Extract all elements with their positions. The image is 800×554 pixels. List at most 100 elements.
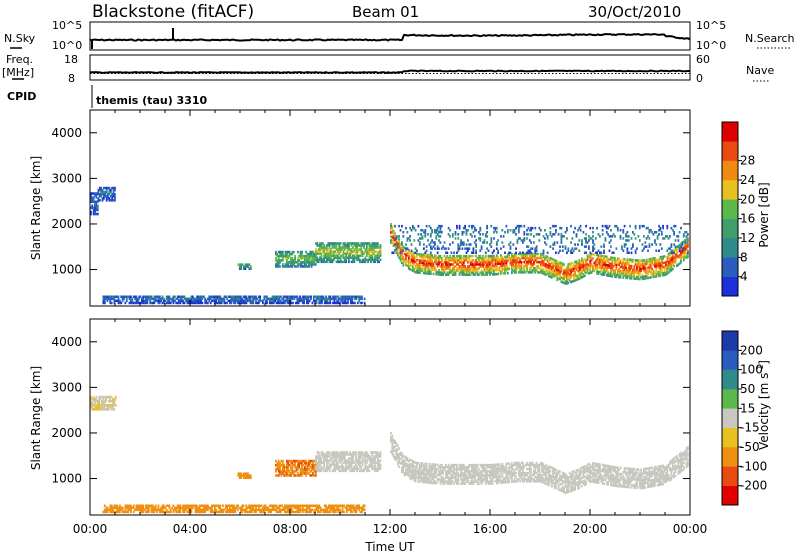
power-echo-cell: [500, 260, 502, 263]
power-echo-cell: [680, 245, 682, 248]
power-echo-cell: [360, 242, 363, 245]
power-echo-cell: [295, 301, 297, 305]
power-echo-cell: [350, 256, 353, 259]
velocity-echo-cell: [112, 404, 114, 407]
velocity-echo-cell: [450, 476, 453, 479]
power-echo-cell: [614, 275, 616, 278]
velocity-echo-cell: [403, 465, 406, 469]
power-echo-cell: [528, 258, 531, 262]
power-echo-cell: [301, 295, 304, 298]
power-echo-cell: [640, 259, 642, 262]
power-echo-cell: [501, 229, 504, 232]
power-echo-cell: [326, 258, 328, 262]
power-echo-cell: [578, 226, 581, 230]
power-echo-cell: [443, 269, 446, 272]
power-echoes: [90, 186, 689, 305]
power-echo-cell: [407, 252, 410, 256]
power-echo-cell: [416, 267, 418, 270]
power-echo-cell: [512, 269, 515, 272]
power-echo-cell: [531, 247, 534, 250]
power-echo-cell: [625, 262, 627, 265]
power-echo-cell: [167, 301, 169, 305]
velocity-echo-cell: [401, 460, 403, 463]
velocity-echo-cell: [490, 463, 493, 467]
velocity-echo-cell: [287, 461, 290, 465]
power-echo-cell: [482, 271, 484, 274]
power-echo-cell: [178, 301, 180, 305]
power-echo-cell: [549, 231, 552, 234]
power-echo-cell: [372, 260, 375, 264]
power-echo-cell: [287, 261, 290, 264]
power-echo-cell: [486, 263, 488, 266]
velocity-echo-cell: [523, 474, 526, 477]
velocity-echo-cell: [247, 472, 249, 475]
velocity-echo-cell: [98, 402, 101, 405]
power-echo-cell: [200, 301, 202, 305]
power-echo-cell: [163, 299, 165, 303]
power-echo-cell: [119, 301, 121, 305]
velocity-echo-cell: [425, 464, 428, 468]
power-echo-cell: [449, 243, 451, 246]
velocity-echo-cell: [275, 459, 277, 463]
velocity-echo-cell: [280, 474, 283, 477]
velocity-echo-cell: [407, 472, 410, 475]
power-echo-cell: [334, 295, 337, 298]
power-echo-cell: [457, 237, 460, 240]
velocity-echo-cell: [487, 482, 490, 485]
power-echo-cell: [476, 271, 479, 274]
power-echo-cell: [436, 273, 439, 276]
power-echo-cell: [447, 265, 450, 268]
power-echo-cell: [539, 262, 542, 266]
velocity-echo-cell: [457, 468, 460, 471]
power-echo-cell: [434, 229, 436, 232]
power-echo-cell: [312, 263, 314, 266]
power-echo-cell: [636, 269, 638, 272]
velocity-echo-cell: [517, 478, 520, 481]
velocity-echo-cell: [360, 465, 363, 468]
power-echo-cell: [252, 299, 255, 303]
power-echo-cell: [625, 233, 627, 236]
power-echo-cell: [347, 299, 349, 303]
power-echo-cell: [654, 271, 656, 274]
power-echo-cell: [424, 233, 427, 236]
power-echo-cell: [588, 239, 590, 242]
power-echo-cell: [478, 231, 480, 234]
power-echo-cell: [125, 295, 128, 298]
power-echo-cell: [334, 297, 337, 301]
power-echo-cell: [222, 297, 224, 301]
power-echo-cell: [290, 295, 293, 298]
power-echo-cell: [421, 267, 424, 271]
power-echo-cell: [508, 243, 510, 246]
power-echo-cell: [331, 242, 334, 245]
power-echo-cell: [630, 237, 633, 240]
power-echo-cell: [549, 245, 552, 248]
power-echo-cell: [641, 261, 644, 264]
power-echo-cell: [566, 278, 568, 281]
velocity-echo-cell: [331, 461, 334, 464]
velocity-echo-cell: [317, 461, 320, 464]
velocity-echo-cell: [494, 475, 497, 479]
power-echo-cell: [390, 223, 392, 226]
power-echo-cell: [476, 269, 479, 272]
nsky-trace: [89, 32, 691, 42]
power-echo-cell: [655, 249, 658, 252]
velocity-echo-cell: [379, 453, 382, 456]
power-echo-cell: [100, 190, 103, 194]
power-echo-cell: [502, 268, 505, 271]
power-echo-cell: [484, 267, 487, 270]
power-echo-cell: [130, 301, 132, 305]
power-echo-cell: [685, 244, 688, 247]
velocity-echo-cell: [423, 476, 425, 480]
velocity-echo-cell: [439, 478, 442, 481]
power-echo-cell: [340, 295, 343, 298]
velocity-echo-cell: [403, 471, 406, 475]
velocity-echo-cell: [462, 468, 465, 471]
power-echo-cell: [467, 249, 469, 252]
velocity-echo-cell: [406, 473, 409, 476]
power-echo-cell: [471, 251, 473, 254]
velocity-echo-cell: [112, 406, 114, 409]
velocity-echo-cell: [312, 468, 314, 471]
velocity-echo-cell: [303, 472, 306, 475]
power-echo-cell: [579, 266, 582, 269]
power-echo-cell: [319, 299, 322, 303]
